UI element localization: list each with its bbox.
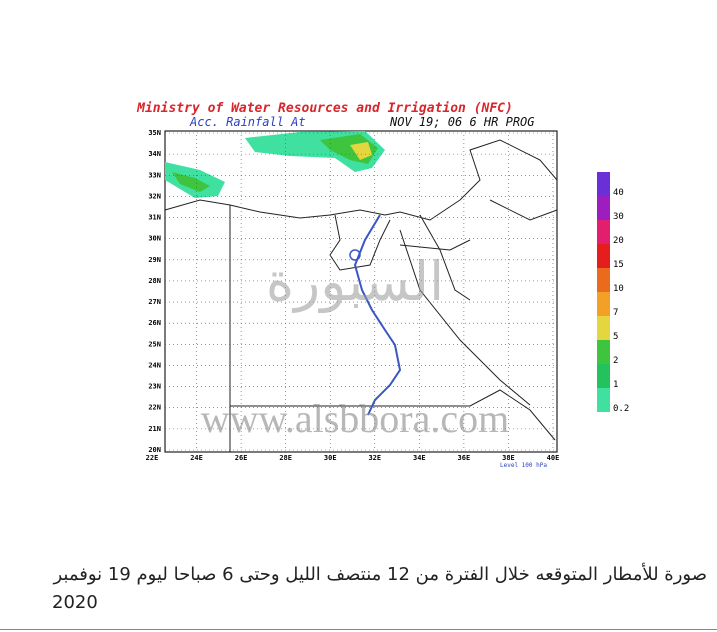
lat-label: 21N	[148, 425, 161, 433]
lat-label: 34N	[148, 150, 161, 158]
lat-label: 20N	[148, 446, 161, 454]
lat-label: 22N	[148, 404, 161, 412]
lat-labels: 35N 34N 33N 32N 31N 30N 29N 28N 27N 26N 25N 24N 23N 2…	[148, 129, 557, 454]
legend-label: 40	[613, 188, 624, 198]
lon-label: 24E	[190, 454, 203, 462]
legend-swatch	[597, 340, 610, 364]
lon-label: 34E	[413, 454, 426, 462]
lat-label: 27N	[148, 298, 161, 306]
legend-label: 1	[613, 380, 618, 390]
lat-label: 28N	[148, 277, 161, 285]
lat-label: 26N	[148, 319, 161, 327]
map-time: NOV 19; 06 6 HR PROG	[389, 115, 535, 129]
lat-label: 35N	[148, 129, 161, 137]
watermark-arabic: السبورة	[266, 250, 444, 313]
nile	[353, 214, 402, 416]
divider	[0, 629, 717, 630]
lat-label: 31N	[148, 214, 161, 222]
map-title: Ministry of Water Resources and Irrigati…	[136, 101, 513, 116]
lon-label: 26E	[235, 454, 248, 462]
lat-label: 23N	[148, 383, 161, 391]
lon-label: 36E	[458, 454, 471, 462]
map-subtitle: Acc. Rainfall At	[189, 115, 306, 129]
legend-swatch	[597, 268, 610, 292]
legend-label: 30	[613, 212, 624, 222]
lon-label: 28E	[279, 454, 292, 462]
lat-label: 30N	[148, 235, 161, 243]
lon-label: 30E	[324, 454, 337, 462]
legend-label: 0.2	[613, 404, 629, 414]
legend-swatch	[597, 172, 610, 196]
legend-label: 20	[613, 236, 624, 246]
legend-swatch	[597, 196, 610, 220]
legend-swatch	[597, 292, 610, 316]
lon-labels: 22E 24E 26E 28E 30E 32E 34E 36E 38E 40E	[146, 131, 560, 462]
lon-label: 22E	[146, 454, 159, 462]
rainfall-map: Ministry of Water Resources and Irrigati…	[136, 101, 629, 469]
legend: 40 30 20 15 10 7 5 2 1 0.2	[597, 172, 629, 414]
caption-line: 2020	[52, 592, 98, 613]
lon-label: 38E	[502, 454, 515, 462]
legend-label: 5	[613, 332, 618, 342]
legend-swatch	[597, 388, 610, 412]
legend-label: 7	[613, 308, 618, 318]
lat-label: 25N	[148, 340, 161, 348]
legend-swatch	[597, 244, 610, 268]
watermark-url: www.alsbbora.com	[201, 396, 509, 441]
lon-label: 40E	[547, 454, 560, 462]
lat-label: 32N	[148, 192, 161, 200]
legend-swatch	[597, 220, 610, 244]
lat-label: 29N	[148, 256, 161, 264]
caption-line: صورة للأمطار المتوقعه خلال الفترة من 12 …	[53, 564, 707, 585]
lon-label: 32E	[368, 454, 381, 462]
rain-areas	[165, 131, 385, 198]
lat-label: 24N	[148, 361, 161, 369]
lat-label: 33N	[148, 171, 161, 179]
lake	[349, 249, 361, 261]
legend-swatch	[597, 364, 610, 388]
legend-label: 15	[613, 260, 624, 270]
level-label: Level 100 hPa	[500, 462, 547, 469]
legend-swatch	[597, 316, 610, 340]
legend-label: 10	[613, 284, 624, 294]
legend-label: 2	[613, 356, 618, 366]
